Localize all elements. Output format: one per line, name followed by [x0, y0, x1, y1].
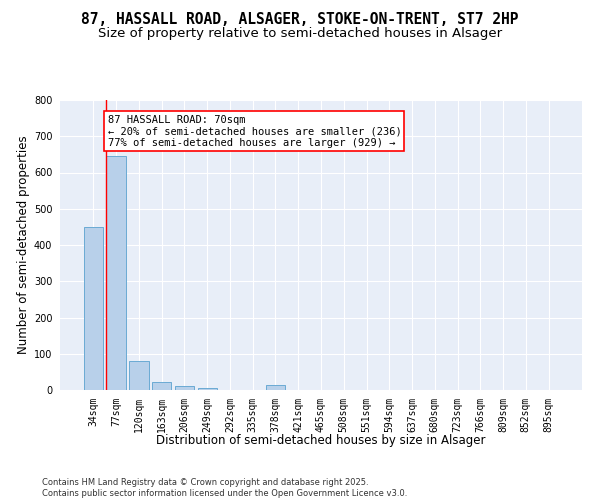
X-axis label: Distribution of semi-detached houses by size in Alsager: Distribution of semi-detached houses by … [156, 434, 486, 448]
Text: Size of property relative to semi-detached houses in Alsager: Size of property relative to semi-detach… [98, 28, 502, 40]
Bar [197, 388, 217, 390]
Bar [129, 361, 149, 390]
Y-axis label: Number of semi-detached properties: Number of semi-detached properties [17, 136, 29, 354]
Text: 87 HASSALL ROAD: 70sqm
← 20% of semi-detached houses are smaller (236)
77% of se: 87 HASSALL ROAD: 70sqm ← 20% of semi-det… [107, 114, 401, 148]
Text: 87, HASSALL ROAD, ALSAGER, STOKE-ON-TRENT, ST7 2HP: 87, HASSALL ROAD, ALSAGER, STOKE-ON-TREN… [81, 12, 519, 28]
Bar [106, 156, 126, 390]
Bar [175, 386, 194, 390]
Bar [266, 384, 285, 390]
Bar [84, 227, 103, 390]
Text: Contains HM Land Registry data © Crown copyright and database right 2025.
Contai: Contains HM Land Registry data © Crown c… [42, 478, 407, 498]
Bar [152, 382, 172, 390]
